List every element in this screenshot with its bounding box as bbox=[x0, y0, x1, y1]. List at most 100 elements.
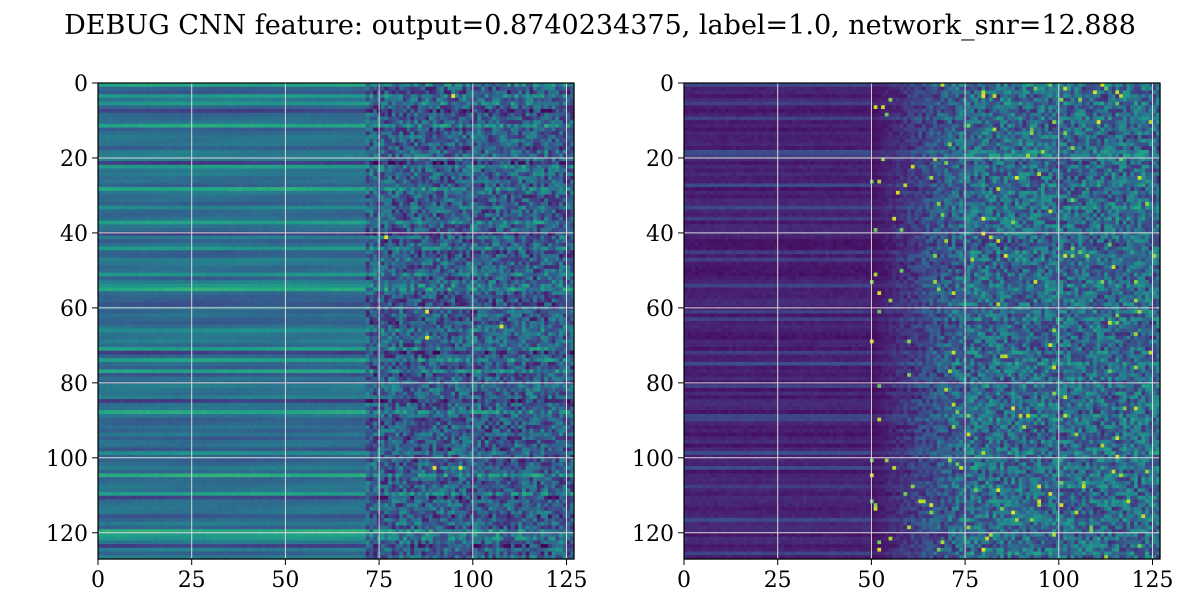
heatmap-cell bbox=[373, 232, 377, 236]
heatmap-cell bbox=[128, 198, 132, 202]
heatmap-cell bbox=[407, 146, 411, 150]
heatmap-cell bbox=[496, 221, 500, 225]
heatmap-cell bbox=[396, 87, 400, 91]
heatmap-cell bbox=[306, 183, 310, 187]
heatmap-cell bbox=[529, 102, 533, 106]
heatmap-cell bbox=[541, 102, 545, 106]
heatmap-cell bbox=[265, 183, 269, 187]
heatmap-cell bbox=[529, 116, 533, 120]
heatmap-cell bbox=[488, 98, 492, 102]
heatmap-cell bbox=[321, 94, 325, 98]
heatmap-cell bbox=[503, 195, 507, 199]
heatmap-cell bbox=[340, 161, 344, 165]
heatmap-cell bbox=[154, 83, 158, 87]
heatmap-cell bbox=[239, 224, 251, 228]
heatmap-cell bbox=[459, 120, 463, 124]
heatmap-cell bbox=[254, 221, 258, 225]
heatmap-cell bbox=[295, 224, 299, 228]
heatmap-cell bbox=[526, 154, 530, 158]
heatmap-cell bbox=[269, 124, 273, 128]
heatmap-cell bbox=[336, 83, 344, 87]
heatmap-cell bbox=[176, 183, 180, 187]
heatmap-cell bbox=[224, 169, 228, 173]
heatmap-cell bbox=[436, 116, 440, 120]
heatmap-cell bbox=[277, 102, 281, 106]
heatmap-cell bbox=[165, 228, 169, 232]
heatmap-cell bbox=[470, 113, 474, 117]
heatmap-cell bbox=[143, 135, 151, 139]
heatmap-cell bbox=[403, 150, 407, 154]
heatmap-cell bbox=[198, 102, 202, 106]
heatmap-cell bbox=[503, 213, 507, 217]
heatmap-cell bbox=[485, 102, 489, 106]
heatmap-cell bbox=[143, 169, 147, 173]
heatmap-cell bbox=[541, 202, 545, 206]
heatmap-cell bbox=[161, 90, 169, 94]
heatmap-cell bbox=[358, 98, 362, 102]
heatmap-cell bbox=[158, 206, 162, 210]
heatmap-cell bbox=[466, 128, 470, 132]
heatmap-cell bbox=[388, 102, 392, 106]
heatmap-cell bbox=[503, 146, 507, 150]
heatmap-cell bbox=[128, 98, 132, 102]
heatmap-cell bbox=[325, 87, 329, 91]
heatmap-cell bbox=[518, 161, 522, 165]
heatmap-cell bbox=[518, 94, 522, 98]
heatmap-cell bbox=[492, 183, 496, 187]
heatmap-cell bbox=[180, 161, 184, 165]
heatmap-cell bbox=[131, 202, 135, 206]
heatmap-cell bbox=[559, 128, 563, 132]
heatmap-cell bbox=[314, 135, 318, 139]
heatmap-cell bbox=[250, 195, 262, 199]
heatmap-cell bbox=[399, 202, 403, 206]
heatmap-cell bbox=[429, 161, 433, 165]
heatmap-cell bbox=[340, 187, 348, 191]
heatmap-cell bbox=[410, 139, 414, 143]
heatmap-cell bbox=[362, 135, 366, 139]
heatmap-cell bbox=[533, 180, 537, 184]
heatmap-cell bbox=[533, 213, 537, 217]
heatmap-cell bbox=[250, 165, 254, 169]
heatmap-cell bbox=[373, 161, 381, 165]
heatmap-cell bbox=[474, 116, 478, 120]
heatmap-cell bbox=[262, 169, 266, 173]
heatmap-cell bbox=[462, 183, 466, 187]
heatmap-cell bbox=[284, 124, 288, 128]
heatmap-cell bbox=[388, 131, 392, 135]
heatmap-cell bbox=[224, 176, 228, 180]
heatmap-cell bbox=[243, 139, 247, 143]
heatmap-cell bbox=[150, 224, 154, 228]
heatmap-cell bbox=[451, 146, 455, 150]
heatmap-cell bbox=[407, 209, 411, 213]
heatmap-cell bbox=[128, 176, 132, 180]
heatmap-cell bbox=[503, 183, 507, 187]
heatmap-cell bbox=[429, 209, 433, 213]
heatmap-cell bbox=[496, 135, 500, 139]
heatmap-cell bbox=[102, 191, 106, 195]
heatmap-cell bbox=[429, 154, 433, 158]
heatmap-cell bbox=[158, 161, 162, 165]
heatmap-cell bbox=[306, 143, 310, 147]
heatmap-cell bbox=[422, 135, 426, 139]
heatmap-cell bbox=[381, 172, 385, 176]
heatmap-cell bbox=[537, 90, 541, 94]
heatmap-cell bbox=[288, 172, 292, 176]
heatmap-cell bbox=[288, 235, 292, 239]
heatmap-cell bbox=[202, 90, 206, 94]
heatmap-cell bbox=[317, 135, 325, 139]
heatmap-cell bbox=[250, 206, 254, 210]
heatmap-cell bbox=[522, 109, 526, 113]
heatmap-cell bbox=[388, 143, 396, 147]
heatmap-cell bbox=[150, 90, 154, 94]
heatmap-cell bbox=[425, 94, 429, 98]
heatmap-cell bbox=[362, 165, 366, 169]
heatmap-cell bbox=[243, 235, 247, 239]
heatmap-cell bbox=[496, 90, 500, 94]
heatmap-cell bbox=[143, 83, 147, 87]
heatmap-cell bbox=[518, 224, 522, 228]
heatmap-cell bbox=[284, 131, 288, 135]
heatmap-cell bbox=[336, 202, 340, 206]
heatmap-cell bbox=[117, 217, 125, 221]
heatmap-cell bbox=[373, 183, 377, 187]
heatmap-cell bbox=[146, 176, 154, 180]
